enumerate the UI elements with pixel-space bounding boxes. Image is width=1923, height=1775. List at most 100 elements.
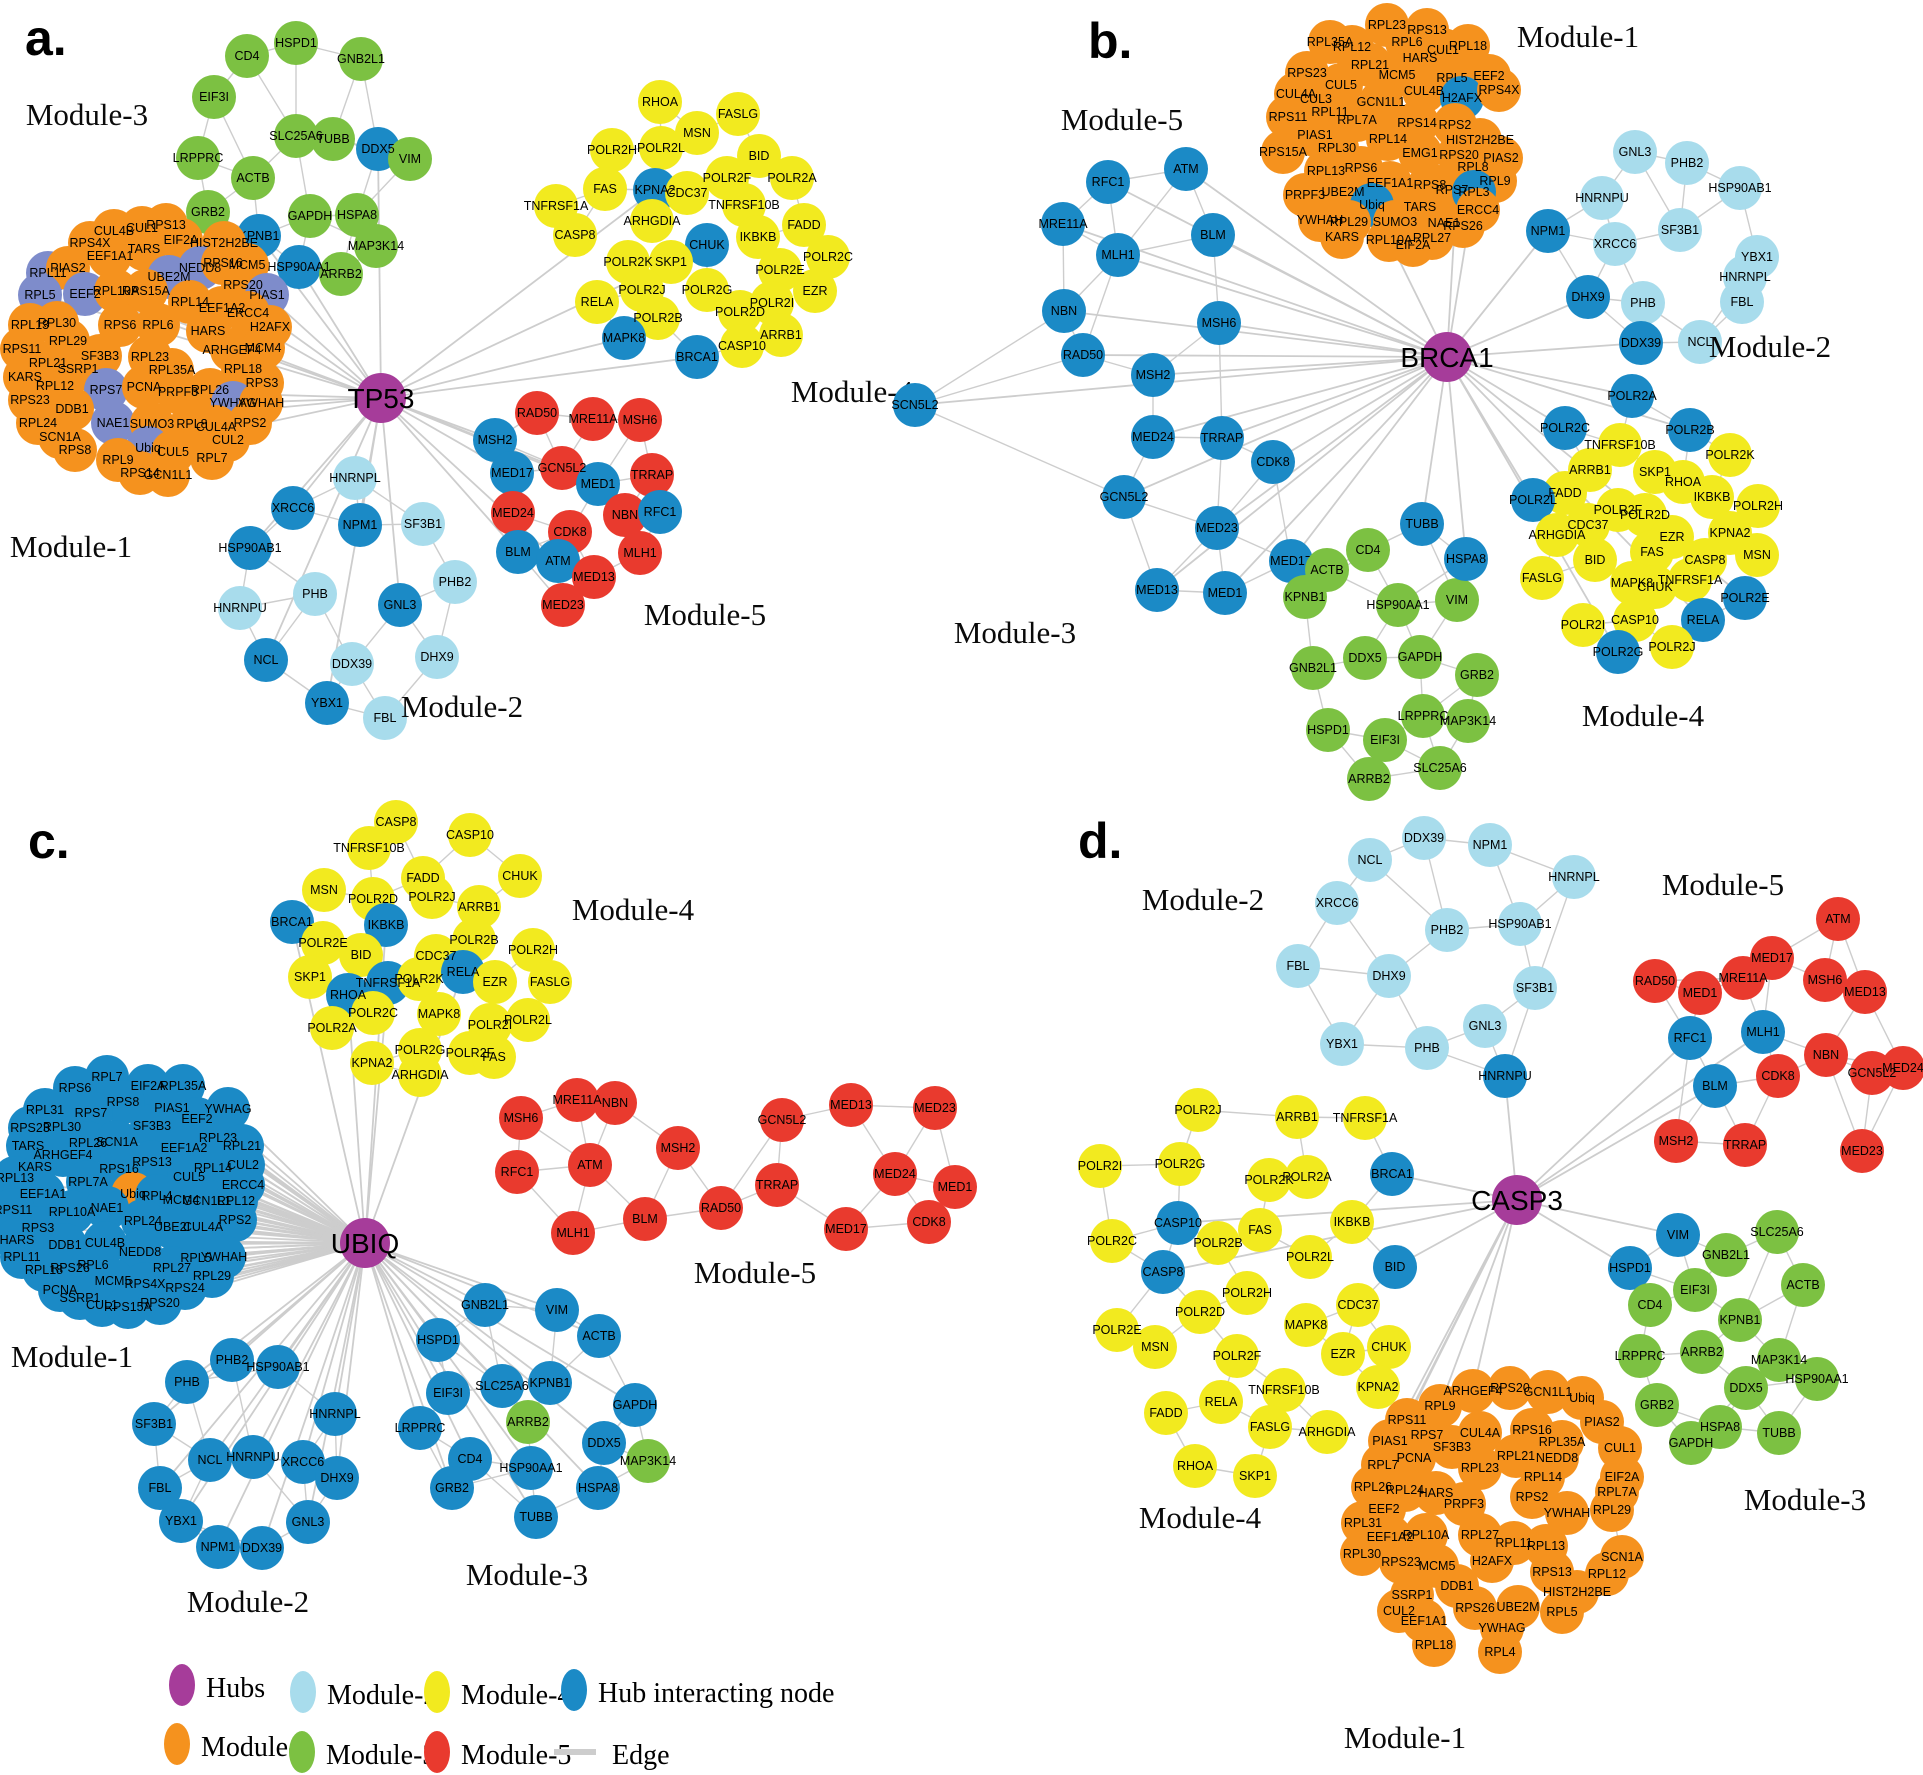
hub-edge	[1421, 356, 1448, 525]
legend-label-module-5: Module-5	[461, 1740, 571, 1771]
node-rpl7	[190, 436, 234, 480]
module-caption-b-module-2: Module-2	[1709, 329, 1831, 364]
node-arhgdia	[630, 199, 674, 243]
node-arrb2	[319, 252, 363, 296]
node-cdk8	[1251, 440, 1295, 484]
node-cdk8	[907, 1200, 951, 1244]
panel-letter-b: b.	[1088, 13, 1132, 69]
node-mlh1	[1741, 1010, 1785, 1054]
node-med17	[490, 451, 534, 495]
hub-node-ubiq	[340, 1218, 390, 1268]
node-ncl	[1348, 838, 1392, 882]
node-rpl11	[1492, 1521, 1536, 1565]
hub-edge	[1218, 322, 1448, 358]
node-brca1	[675, 335, 719, 379]
node-fbl	[363, 696, 407, 740]
node-phb2	[1665, 141, 1709, 185]
node-phb	[1405, 1026, 1449, 1070]
node-xrcc6	[1315, 881, 1359, 925]
node-gapdh	[1669, 1421, 1713, 1465]
node-phb	[165, 1360, 209, 1404]
node-tnfrsf1a	[1343, 1096, 1387, 1140]
node-hnrnpl	[313, 1392, 357, 1436]
node-gnl3	[1463, 1004, 1507, 1048]
node-arrb1	[457, 885, 501, 929]
node-gapdh	[1398, 635, 1442, 679]
hub-edge	[1152, 356, 1448, 376]
node-eif3i	[426, 1371, 470, 1415]
module-caption-c-module-3: Module-3	[466, 1557, 588, 1592]
node-fadd	[782, 203, 826, 247]
hub-edge	[364, 1242, 636, 1406]
hub-edge	[1272, 356, 1448, 463]
node-sf3b1	[1658, 208, 1702, 252]
node-npm1	[1468, 823, 1512, 867]
node-vim	[1656, 1213, 1700, 1257]
node-polr2j	[1650, 625, 1694, 669]
node-atm	[568, 1143, 612, 1187]
node-phb2	[433, 560, 477, 604]
node-hnrnpl	[333, 456, 377, 500]
edge	[914, 404, 1125, 498]
node-med13	[829, 1083, 873, 1127]
module-caption-a-module-2: Module-2	[401, 689, 523, 724]
node-ikbkb	[1690, 475, 1734, 519]
node-med24	[873, 1152, 917, 1196]
node-faslg	[1520, 556, 1564, 600]
node-kpnb1	[1718, 1298, 1762, 1342]
node-lrpprc	[1401, 694, 1445, 738]
node-faslg	[528, 960, 572, 1004]
node-ddx39	[240, 1526, 284, 1570]
node-tnfrsf10b	[1598, 423, 1642, 467]
node-slc25a6	[274, 114, 318, 158]
module-caption-b-module-3: Module-3	[954, 615, 1076, 650]
node-rps20	[1488, 1366, 1532, 1410]
node-rad50	[515, 391, 559, 435]
node-polr2e	[1723, 576, 1767, 620]
node-med13	[1135, 568, 1179, 612]
node-msh2	[1654, 1119, 1698, 1163]
panel-letter-d: d.	[1078, 813, 1122, 869]
node-sf3b1	[401, 502, 445, 546]
node-kars	[1320, 215, 1364, 259]
node-arhgdia	[1305, 1410, 1349, 1454]
panel-a: CD4HSPD1GNB2L1EIF3ISLC25A6TUBBDDX5VIMLRP…	[0, 10, 914, 740]
node-vim	[1435, 578, 1479, 622]
node-med1	[1678, 971, 1722, 1015]
hub-label-brca1: BRCA1	[1400, 342, 1493, 373]
node-brca1	[1370, 1152, 1414, 1196]
node-rad50	[1633, 959, 1677, 1003]
node-cd4	[1628, 1283, 1672, 1327]
node-polr2h	[1736, 484, 1780, 528]
node-polr2i	[1078, 1144, 1122, 1188]
node-med1	[933, 1165, 977, 1209]
node-arhgef4	[1451, 1369, 1495, 1413]
node-hspa8	[1444, 537, 1488, 581]
node-mre11a	[571, 397, 615, 441]
node-rhoa	[1173, 1444, 1217, 1488]
node-ybx1	[1320, 1022, 1364, 1066]
node-kpna2	[1356, 1365, 1400, 1409]
node-mapk8	[1284, 1303, 1328, 1347]
node-rps7	[84, 368, 128, 412]
node-rps13	[130, 1140, 174, 1184]
panel-letter-c: c.	[28, 813, 70, 869]
node-grb2	[1455, 653, 1499, 697]
node-casp10	[1156, 1201, 1200, 1245]
node-gnb2l1	[339, 37, 383, 81]
node-fbl	[138, 1466, 182, 1510]
node-casp10	[720, 324, 764, 368]
node-polr2l	[1511, 478, 1555, 522]
node-kpna2	[350, 1041, 394, 1085]
module-caption-d-module-2: Module-2	[1142, 882, 1264, 917]
node-map3k14	[1757, 1338, 1801, 1382]
node-casp8	[1141, 1250, 1185, 1294]
legend: HubsModule-1Module-2Module-3Module-4Modu…	[164, 1664, 834, 1773]
node-polr2a	[1285, 1155, 1329, 1199]
node-ikbkb	[1330, 1200, 1374, 1244]
node-hsp90ab1	[1718, 166, 1762, 210]
node-med13	[1843, 970, 1887, 1014]
